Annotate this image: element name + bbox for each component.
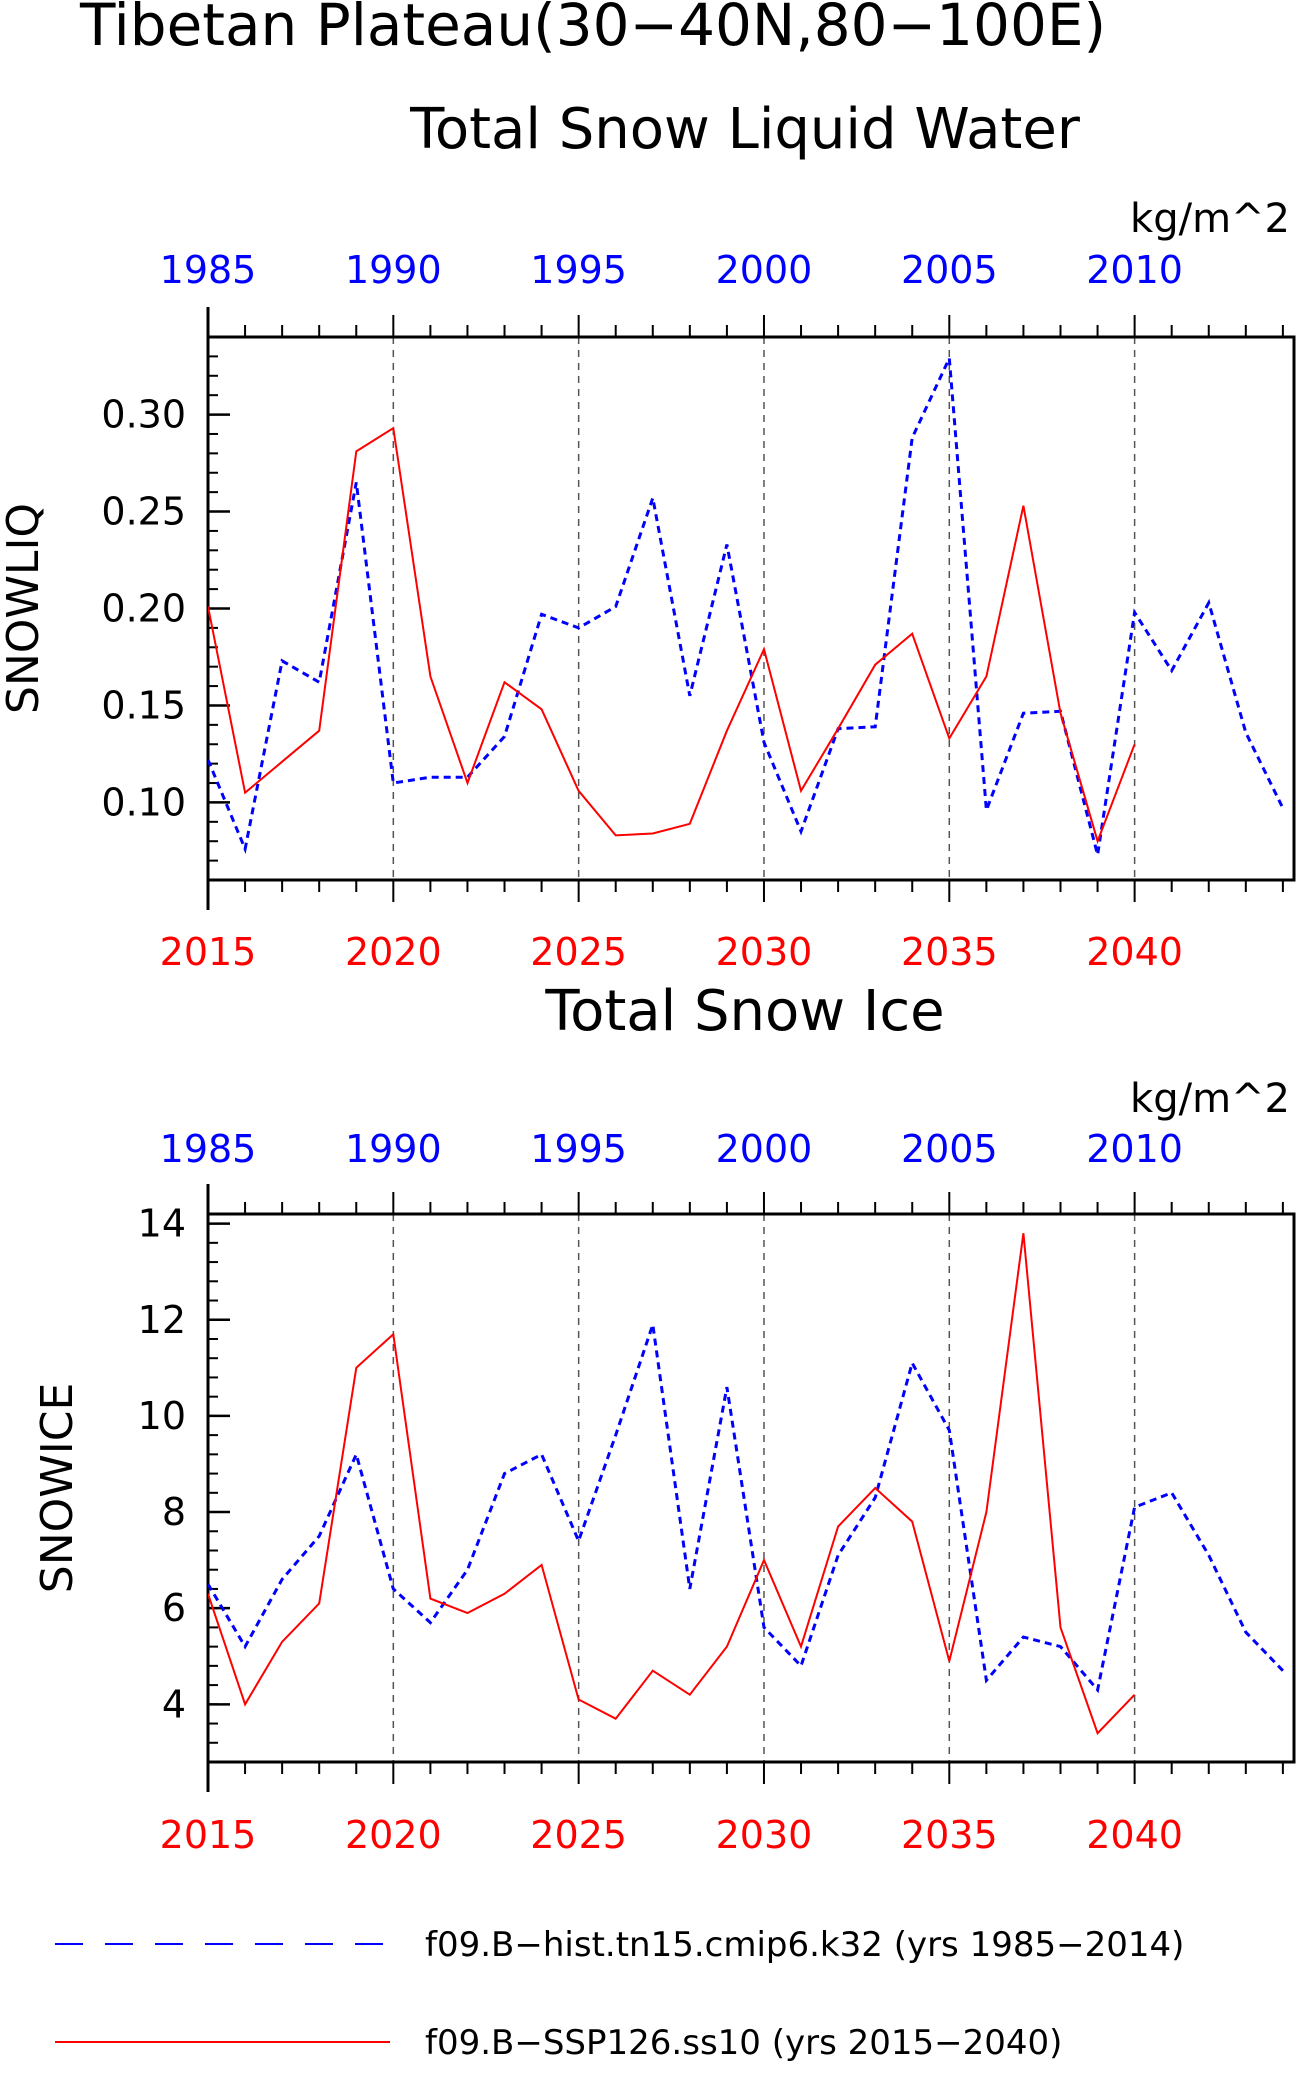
y-axis-label: SNOWLIQ (0, 503, 49, 714)
x-tick-label-top: 1985 (160, 1127, 257, 1171)
x-tick-label-bottom: 2015 (160, 1813, 257, 1857)
y-tick-label: 4 (162, 1682, 186, 1726)
x-tick-label-top: 2010 (1086, 1127, 1183, 1171)
legend: f09.B−hist.tn15.cmip6.k32 (yrs 1985−2014… (55, 1925, 1184, 2063)
x-tick-label-bottom: 2030 (716, 1813, 813, 1857)
x-tick-label-bottom: 2040 (1086, 930, 1183, 974)
figure-title-line1: Tibetan Plateau(30−40N,80−100E) (79, 0, 1106, 59)
x-tick-label-bottom: 2015 (160, 930, 257, 974)
y-axis-label: SNOWICE (32, 1383, 83, 1593)
x-tick-label-top: 2000 (716, 1127, 813, 1171)
x-tick-label-bottom: 2030 (716, 930, 813, 974)
y-tick-label: 10 (138, 1394, 186, 1438)
legend-label: f09.B−SSP126.ss10 (yrs 2015−2040) (425, 2023, 1062, 2063)
legend-label: f09.B−hist.tn15.cmip6.k32 (yrs 1985−2014… (425, 1925, 1184, 1965)
chart-title: Total Snow Ice (544, 979, 944, 1044)
x-tick-label-top: 1990 (345, 1127, 442, 1171)
units-label: kg/m^2 (1130, 1076, 1290, 1122)
x-tick-label-top: 1995 (530, 1127, 627, 1171)
y-tick-label: 0.20 (101, 587, 186, 631)
x-tick-label-top: 1985 (160, 248, 257, 292)
chart-panel-2: Total Snow Ice kg/m^2 2015 2020 2025 2030 2035… (32, 979, 1296, 1857)
y-tick-label: 6 (162, 1586, 186, 1630)
x-tick-label-top: 1990 (345, 248, 442, 292)
x-tick-label-top: 1995 (530, 248, 627, 292)
y-tick-label: 0.10 (101, 780, 186, 824)
y-tick-label: 12 (138, 1298, 186, 1342)
x-tick-label-top: 2000 (716, 248, 813, 292)
x-tick-label-top: 2005 (901, 248, 998, 292)
units-label: kg/m^2 (1130, 196, 1290, 242)
y-tick-label: 0.15 (101, 683, 186, 727)
x-tick-label-bottom: 2025 (530, 930, 627, 974)
y-tick-label: 8 (162, 1490, 186, 1534)
y-tick-label: 14 (138, 1202, 186, 1246)
x-tick-label-top: 2010 (1086, 248, 1183, 292)
series-line-hist (208, 1324, 1284, 1694)
chart-panel-1: Total Snow Liquid Water kg/m^2 2015 2020 202… (0, 97, 1296, 974)
y-tick-label: 0.25 (101, 490, 186, 534)
series-line-ssp126 (208, 426, 1136, 845)
x-tick-label-bottom: 2025 (530, 1813, 627, 1857)
x-tick-label-top: 2005 (901, 1127, 998, 1171)
series-line-ssp126 (208, 1233, 1136, 1736)
x-tick-label-bottom: 2020 (345, 1813, 442, 1857)
x-tick-label-bottom: 2020 (345, 930, 442, 974)
x-tick-label-bottom: 2035 (901, 1813, 998, 1857)
x-tick-label-bottom: 2040 (1086, 1813, 1183, 1857)
plot-frame (206, 1212, 1296, 1764)
series-line-hist (208, 352, 1285, 856)
chart-title: Total Snow Liquid Water (409, 97, 1081, 162)
y-tick-label: 0.30 (101, 393, 186, 437)
x-tick-label-bottom: 2035 (901, 930, 998, 974)
